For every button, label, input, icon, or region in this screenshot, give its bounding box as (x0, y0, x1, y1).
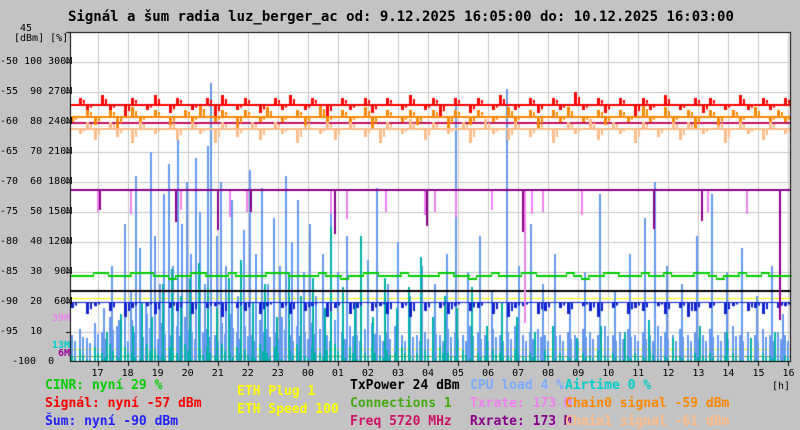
legend-item-cinr: CINR: nyní 29 % (45, 378, 163, 393)
x-axis-hour-label: 01 (331, 368, 344, 379)
y-axis-row-label: -60 80 240M (0, 116, 73, 127)
x-axis-hour-label: 00 (301, 368, 314, 379)
y-axis-row-label: -85 30 90M (0, 266, 73, 277)
y-axis-row-label: -75 50 150M (0, 206, 73, 217)
x-axis-hour-label: 23 (271, 368, 284, 379)
y-axis-row-label: -80 40 120M (0, 236, 73, 247)
legend-item-chain0: Chain0 signal -59 dBm (565, 396, 730, 411)
y-axis-rate-marker-6m: 6M (58, 348, 71, 359)
chart-title: Signál a šum radia luz_berger_ac od: 9.1… (68, 9, 734, 25)
y-axis-row-label: -95 10 (0, 326, 43, 337)
y-axis-row-label: -90 20 60M (0, 296, 73, 307)
legend-item-txrate: Txrate: 173 M (470, 396, 572, 411)
x-axis-hour-label: 21 (211, 368, 224, 379)
y-axis-units-label: [dBm] [%] (14, 33, 69, 44)
legend-item-airtime: Airtime 0 % (565, 378, 652, 393)
y-axis-row-label: -70 60 180M (0, 176, 73, 187)
x-axis-hour-label: 06 (482, 368, 495, 379)
x-axis-hour-label: 04 (421, 368, 435, 379)
x-axis-hour-label: 05 (452, 368, 465, 379)
x-axis-hour-label: 13 (692, 368, 705, 379)
legend-item-txpower: TxPower 24 dBm (350, 378, 460, 393)
x-axis-hour-label: 18 (121, 368, 134, 379)
legend-item-rxrate: Rxrate: 173 M (470, 414, 572, 429)
legend-item-eth: ETH Speed 100 (237, 402, 339, 417)
x-axis-hour-label: 11 (632, 368, 645, 379)
legend-item-eth: ETH Plug 1 (237, 384, 316, 399)
legend-item-connections: Connections 1 (350, 396, 452, 411)
y-axis-row-label: -100 0 (12, 356, 55, 367)
legend-item-chain1: Chain1 signal -61 dBm (565, 414, 730, 429)
legend-item-cpu: CPU load 4 % (470, 378, 564, 393)
y-axis-row-label: -50 100 300M (0, 56, 73, 67)
y-axis-rate-marker-13m: 13M (52, 340, 71, 351)
legend-item-šum: Šum: nyní -90 dBm (45, 414, 179, 429)
x-axis-hour-label: 20 (181, 368, 194, 379)
x-axis-unit-label: [h] (772, 381, 791, 392)
x-axis-hour-label: 02 (361, 368, 374, 379)
x-axis-hour-label: 10 (602, 368, 615, 379)
legend-item-signál: Signál: nyní -57 dBm (45, 396, 202, 411)
x-axis-hour-label: 15 (752, 368, 765, 379)
legend-item-freq: Freq 5720 MHz (350, 414, 452, 429)
x-axis-hour-label: 17 (91, 368, 104, 379)
x-axis-hour-label: 09 (572, 368, 585, 379)
x-axis-hour-label: 16 (782, 368, 795, 379)
x-axis-hour-label: 08 (542, 368, 555, 379)
y-axis-row-label: -55 90 270M (0, 86, 73, 97)
y-axis-top-value: 45 (20, 23, 33, 34)
x-axis-hour-label: 14 (722, 368, 735, 379)
x-axis-hour-label: 12 (662, 368, 675, 379)
y-axis-row-label: -65 70 210M (0, 146, 73, 157)
x-axis-hour-label: 03 (391, 368, 404, 379)
x-axis-hour-label: 22 (241, 368, 254, 379)
x-axis-hour-label: 07 (512, 368, 525, 379)
y-axis-rate-marker-39m: 39M (52, 313, 71, 324)
x-axis-hour-label: 19 (151, 368, 164, 379)
